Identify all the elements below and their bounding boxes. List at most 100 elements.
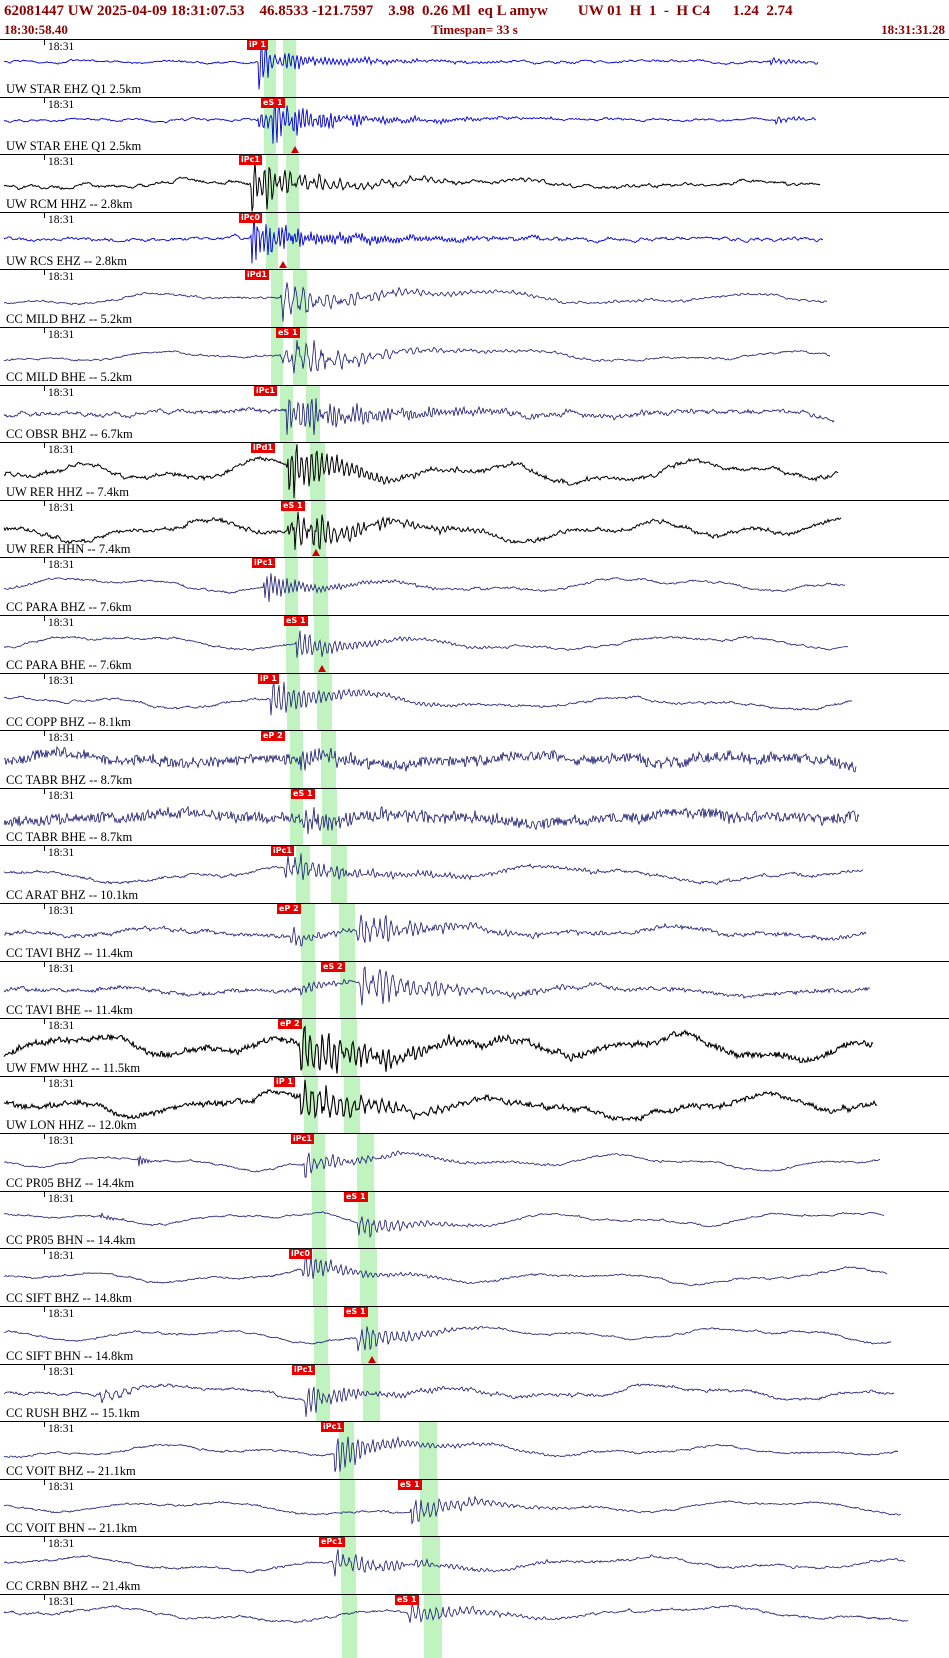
phase-window-band: [287, 673, 300, 731]
trace-row[interactable]: 18:31 eS 2 CC TAVI BHE -- 11.4km: [0, 960, 949, 1019]
pick-flag[interactable]: eS 2: [321, 961, 345, 972]
waveform[interactable]: [0, 1307, 949, 1364]
trace-row[interactable]: 18:31 eS 1 CC SIFT BHN -- 14.8km: [0, 1306, 949, 1364]
pick-flag[interactable]: iPc0: [239, 212, 262, 223]
waveform[interactable]: [0, 1537, 949, 1594]
minute-tick: [44, 1537, 45, 1543]
pick-flag[interactable]: iPc1: [254, 385, 277, 396]
trace-row[interactable]: 18:31 iPc1 UW RCM HHZ -- 2.8km: [0, 154, 949, 212]
minute-tick: [44, 788, 45, 794]
pick-flag[interactable]: eP 2: [278, 1019, 302, 1030]
pick-flag[interactable]: iPc0: [289, 1249, 312, 1260]
phase-window-band: [293, 270, 307, 327]
waveform[interactable]: [0, 731, 949, 788]
trace-row[interactable]: 18:31 iP 1 CC COPP BHZ -- 8.1km: [0, 672, 949, 731]
trace-row[interactable]: 18:31 eP 2 CC TABR BHZ -- 8.7km: [0, 730, 949, 788]
waveform[interactable]: [0, 386, 949, 443]
waveform[interactable]: [0, 212, 949, 270]
pick-flag[interactable]: ePc1: [319, 1537, 345, 1548]
minute-tick: [44, 673, 45, 679]
pick-flag[interactable]: eS 1: [261, 97, 285, 108]
pick-flag[interactable]: iPd1: [245, 270, 269, 281]
trace-row[interactable]: 18:31 iPc1 CC OBSR BHZ -- 6.7km: [0, 384, 949, 443]
station-label: UW RCS EHZ -- 2.8km: [6, 254, 127, 269]
waveform[interactable]: [0, 1249, 949, 1306]
station-label: CC TABR BHE -- 8.7km: [6, 830, 133, 845]
pick-flag[interactable]: iP 1: [258, 673, 279, 684]
trace-row[interactable]: 18:31 eS 1 UW RER HHN -- 7.4km: [0, 499, 949, 558]
trace-row[interactable]: 18:31 iP 1 UW LON HHZ -- 12.0km: [0, 1075, 949, 1134]
pick-flag[interactable]: iPc1: [291, 1134, 314, 1145]
trace-row[interactable]: 18:31 iPc1 CC PR05 BHZ -- 14.4km: [0, 1133, 949, 1191]
waveform[interactable]: [0, 328, 949, 385]
trace-row[interactable]: 18:31 eP 2 UW FMW HHZ -- 11.5km: [0, 1018, 949, 1076]
waveform[interactable]: [0, 97, 949, 155]
pick-flag[interactable]: iPc1: [292, 1364, 315, 1375]
station-label: CC VOIT BHZ -- 21.1km: [6, 1463, 136, 1478]
waveform[interactable]: [0, 962, 949, 1019]
pick-flag[interactable]: eS 1: [284, 615, 308, 626]
station-label: CC ARAT BHZ -- 10.1km: [6, 887, 139, 902]
trace-row[interactable]: 18:31 iPc0 UW RCS EHZ -- 2.8km: [0, 211, 949, 270]
pick-flag[interactable]: eS 1: [395, 1595, 419, 1606]
waveform[interactable]: [0, 1595, 949, 1658]
pick-flag[interactable]: iPd1: [251, 443, 275, 454]
station-label: UW FMW HHZ -- 11.5km: [6, 1060, 141, 1075]
waveform[interactable]: [0, 616, 949, 673]
pick-flag[interactable]: iPc1: [252, 558, 275, 569]
pick-flag[interactable]: eS 1: [344, 1191, 368, 1202]
waveform[interactable]: [0, 789, 949, 846]
trace-row[interactable]: 18:31 iPc1 CC VOIT BHZ -- 21.1km: [0, 1421, 949, 1479]
trace-row[interactable]: 18:31 iP 1 UW STAR EHZ Q1 2.5km: [0, 39, 949, 97]
pick-flag[interactable]: eS 1: [398, 1479, 422, 1490]
pick-flag[interactable]: eS 1: [281, 500, 305, 511]
waveform[interactable]: [0, 443, 949, 500]
pick-flag[interactable]: iPc1: [271, 846, 294, 857]
pick-flag[interactable]: eP 2: [277, 903, 301, 914]
trace-row[interactable]: 18:31 iPc1 CC RUSH BHZ -- 15.1km: [0, 1363, 949, 1422]
trace-row[interactable]: 18:31 eS 1 CC PR05 BHN -- 14.4km: [0, 1190, 949, 1249]
trace-row[interactable]: 18:31 iPd1 CC MILD BHZ -- 5.2km: [0, 269, 949, 327]
station-label: CC VOIT BHN -- 21.1km: [6, 1521, 138, 1536]
trace-row[interactable]: 18:31 eS 1: [0, 1594, 949, 1658]
waveform[interactable]: [0, 1480, 949, 1537]
minute-tick: [44, 1479, 45, 1485]
waveform[interactable]: [0, 1134, 949, 1191]
trace-row[interactable]: 18:31 eS 1 CC MILD BHE -- 5.2km: [0, 326, 949, 385]
pick-flag[interactable]: eS 1: [291, 788, 315, 799]
waveform[interactable]: [0, 558, 949, 615]
trace-row[interactable]: 18:31 iPc0 CC SIFT BHZ -- 14.8km: [0, 1248, 949, 1307]
trace-row[interactable]: 18:31 ePc1 CC CRBN BHZ -- 21.4km: [0, 1536, 949, 1595]
waveform[interactable]: [0, 904, 949, 961]
waveform[interactable]: [0, 1019, 949, 1076]
pick-flag[interactable]: iPc1: [321, 1422, 344, 1433]
waveform[interactable]: [0, 270, 949, 327]
pick-flag[interactable]: iPc1: [239, 155, 262, 166]
waveform[interactable]: [0, 846, 949, 903]
trace-row[interactable]: 18:31 iPc1 CC PARA BHZ -- 7.6km: [0, 557, 949, 615]
trace-row[interactable]: 18:31 eS 1 UW STAR EHE Q1 2.5km: [0, 96, 949, 155]
pick-flag[interactable]: eS 1: [276, 327, 300, 338]
phase-window-band: [331, 846, 347, 903]
waveform[interactable]: [0, 674, 949, 731]
waveform[interactable]: [0, 40, 949, 97]
waveform[interactable]: [0, 1077, 949, 1134]
trace-row[interactable]: 18:31 iPc1 CC ARAT BHZ -- 10.1km: [0, 845, 949, 903]
pick-flag[interactable]: eP 2: [261, 731, 285, 742]
phase-window-band: [342, 1595, 357, 1658]
waveform[interactable]: [0, 155, 949, 212]
trace-row[interactable]: 18:31 eS 1 CC TABR BHE -- 8.7km: [0, 787, 949, 846]
waveform[interactable]: [0, 1192, 949, 1249]
trace-row[interactable]: 18:31 eS 1 CC VOIT BHN -- 21.1km: [0, 1478, 949, 1537]
waveform[interactable]: [0, 1422, 949, 1479]
station-label: CC RUSH BHZ -- 15.1km: [6, 1406, 140, 1421]
phase-window-band: [283, 443, 296, 500]
waveform[interactable]: [0, 501, 949, 558]
trace-row[interactable]: 18:31 eS 1 CC PARA BHE -- 7.6km: [0, 614, 949, 673]
pick-flag[interactable]: iP 1: [274, 1076, 295, 1087]
pick-flag[interactable]: iP 1: [247, 40, 268, 50]
trace-row[interactable]: 18:31 eP 2 CC TAVI BHZ -- 11.4km: [0, 902, 949, 961]
pick-flag[interactable]: eS 1: [344, 1307, 368, 1318]
trace-row[interactable]: 18:31 iPd1 UW RER HHZ -- 7.4km: [0, 442, 949, 500]
waveform[interactable]: [0, 1365, 949, 1422]
